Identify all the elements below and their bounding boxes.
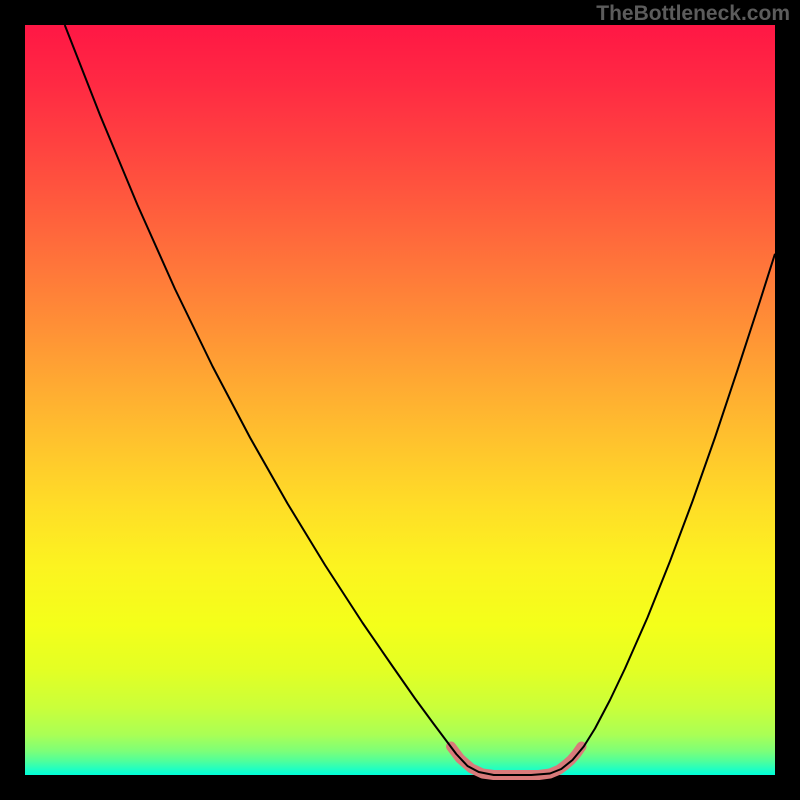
highlight-segment — [451, 747, 582, 776]
watermark-text: TheBottleneck.com — [596, 2, 790, 26]
chart-container: TheBottleneck.com — [0, 0, 800, 800]
plot-area — [25, 25, 775, 775]
bottleneck-curve — [65, 25, 775, 775]
curve-layer — [25, 25, 775, 775]
